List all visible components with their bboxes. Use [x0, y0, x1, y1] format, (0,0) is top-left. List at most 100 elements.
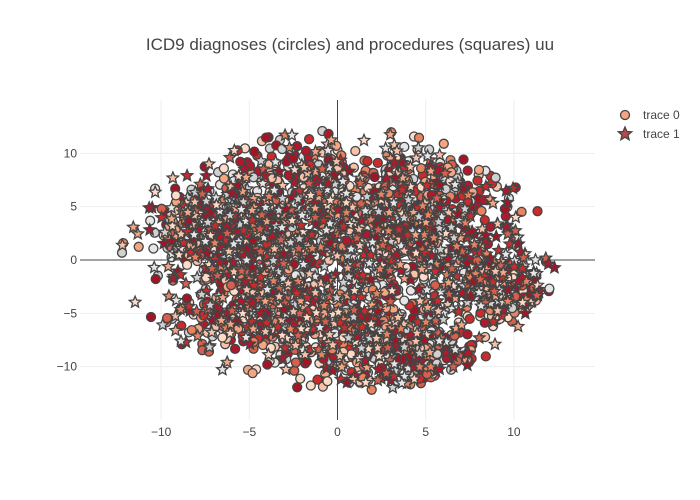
data-point-star	[408, 227, 423, 241]
data-point-star	[244, 212, 260, 227]
data-point-star	[242, 336, 258, 351]
data-point-star	[329, 153, 344, 168]
data-point-star	[467, 237, 482, 252]
data-point-star	[168, 308, 183, 323]
data-point-star	[233, 293, 249, 308]
data-point-star	[125, 219, 141, 234]
data-point-star	[214, 312, 229, 327]
data-point-star	[224, 303, 240, 318]
y-axis-ticks: −10 −5 0 5 10	[57, 146, 78, 373]
data-point-circle	[322, 376, 333, 387]
legend-circle-icon	[619, 109, 631, 121]
data-point-star	[424, 248, 440, 263]
data-point-star	[255, 175, 271, 190]
data-point-star	[431, 333, 447, 348]
data-point-star	[276, 256, 291, 270]
data-point-circle	[290, 357, 302, 368]
data-point-star	[363, 316, 379, 331]
data-point-circle	[479, 317, 490, 328]
data-point-star	[223, 316, 238, 331]
legend-star-icon	[616, 125, 634, 142]
data-point-circle	[218, 173, 230, 184]
data-point-star	[199, 246, 215, 260]
data-point-circle	[312, 374, 323, 385]
data-point-star	[207, 235, 223, 250]
data-point-star	[290, 191, 306, 206]
data-point-star	[297, 346, 313, 361]
legend[interactable]: trace 0 trace 1	[616, 108, 681, 142]
data-point-star	[181, 213, 197, 228]
data-point-star	[433, 241, 448, 256]
data-point-star	[393, 320, 409, 335]
data-point-star	[271, 288, 287, 303]
data-point-star	[350, 328, 366, 343]
data-point-star	[259, 281, 275, 296]
data-point-star	[168, 322, 183, 337]
data-point-star	[244, 259, 260, 274]
data-point-star	[253, 243, 269, 258]
data-point-star	[478, 178, 494, 193]
data-point-star	[195, 186, 210, 201]
data-point-star	[330, 248, 345, 263]
data-point-star	[412, 293, 428, 308]
data-point-star	[292, 183, 307, 198]
data-point-star	[471, 284, 487, 299]
data-point-star	[340, 260, 356, 275]
data-point-star	[209, 197, 224, 212]
data-point-star	[371, 348, 387, 363]
data-point-star	[423, 163, 439, 178]
data-point-star	[351, 221, 367, 236]
legend-item-trace-1[interactable]: trace 1	[616, 125, 680, 142]
data-point-star	[511, 274, 526, 288]
data-point-star	[388, 332, 404, 347]
data-point-star	[456, 180, 471, 195]
data-point-circle	[133, 241, 144, 252]
data-point-star	[275, 177, 291, 192]
data-point-star	[500, 293, 516, 308]
data-point-star	[347, 282, 362, 297]
data-point-star	[312, 319, 328, 334]
data-point-star	[252, 221, 268, 236]
data-point-star	[370, 372, 386, 387]
data-point-star	[447, 342, 463, 356]
data-point-star	[379, 326, 395, 341]
x-tick-label: −10	[151, 425, 172, 439]
data-point-star	[474, 221, 490, 236]
data-point-star	[354, 340, 369, 355]
data-point-star	[394, 182, 410, 196]
data-point-star	[222, 325, 238, 340]
data-point-star	[318, 270, 334, 285]
data-point-star	[322, 288, 338, 303]
data-point-star	[370, 303, 386, 318]
data-point-star	[187, 184, 203, 199]
data-point-star	[478, 227, 494, 242]
data-point-star	[239, 282, 255, 297]
data-point-star	[364, 297, 380, 312]
data-point-circle	[473, 164, 485, 176]
data-point-star	[245, 233, 261, 248]
data-point-star	[335, 173, 351, 188]
data-point-star	[284, 212, 300, 227]
data-point-star	[257, 168, 273, 182]
data-point-circle	[532, 206, 543, 217]
data-point-star	[258, 324, 273, 338]
data-point-star	[173, 333, 189, 348]
data-point-star	[371, 204, 387, 218]
data-point-star	[341, 269, 357, 284]
data-point-star	[419, 282, 435, 297]
data-point-star	[322, 235, 338, 250]
data-point-star	[314, 161, 330, 176]
data-point-star	[418, 314, 434, 329]
data-point-star	[361, 255, 377, 270]
data-point-star	[305, 240, 320, 255]
data-point-star	[386, 195, 402, 210]
data-point-star	[293, 217, 309, 232]
data-point-circle	[170, 190, 182, 201]
data-point-circle	[480, 351, 491, 362]
data-point-star	[386, 356, 402, 371]
data-point-star	[432, 361, 448, 376]
data-point-star	[420, 207, 436, 222]
legend-item-trace-0[interactable]: trace 0	[619, 108, 681, 122]
data-point-star	[280, 275, 296, 290]
data-point-star	[201, 156, 217, 171]
